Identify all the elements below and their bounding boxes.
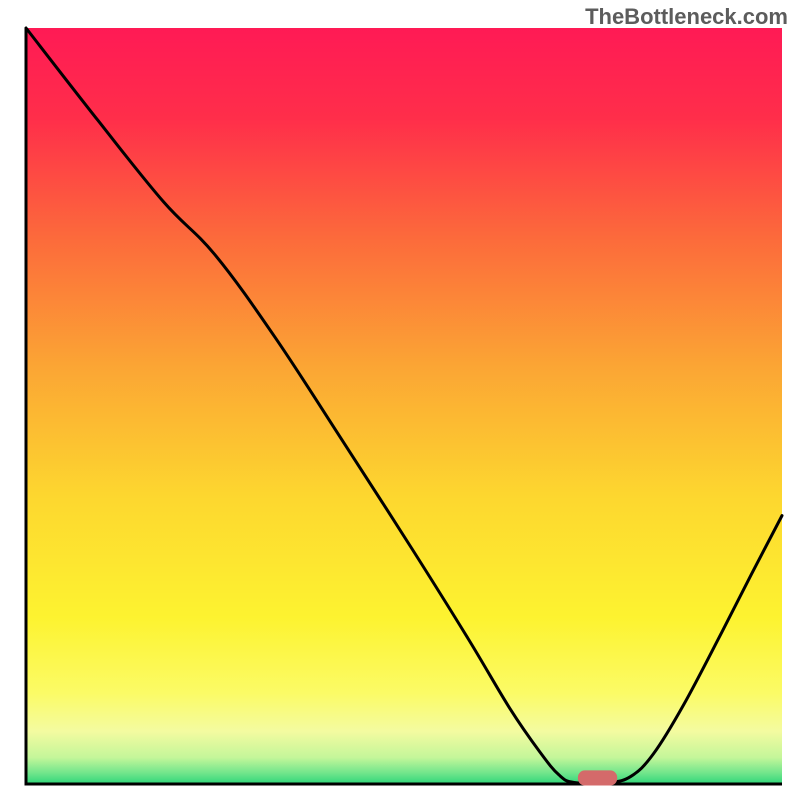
chart-container: TheBottleneck.com: [0, 0, 800, 800]
watermark-text: TheBottleneck.com: [585, 4, 788, 30]
optimal-point-marker: [578, 770, 617, 785]
chart-overlay: [0, 0, 800, 800]
axis-border: [26, 28, 782, 784]
bottleneck-curve: [26, 28, 782, 783]
